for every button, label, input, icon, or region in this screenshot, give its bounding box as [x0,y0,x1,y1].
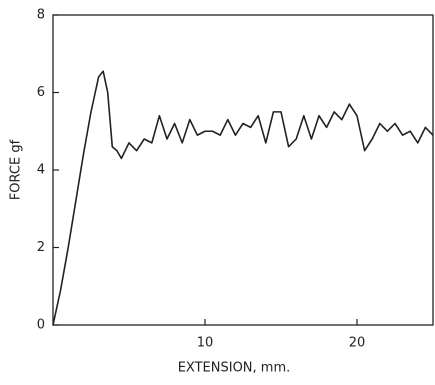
plot-frame [52,14,434,326]
x-axis-label: EXTENSION, mm. [178,361,291,376]
y-tick-label: 8 [37,8,45,23]
data-line [52,70,434,326]
y-tick-label: 0 [37,318,45,333]
y-tick-label: 6 [37,85,45,100]
y-tick-label: 4 [37,163,45,178]
x-tick-label: 10 [197,336,214,351]
y-tick-label: 2 [37,240,45,255]
y-axis-label: FORCE gf [9,139,24,200]
x-tick-label: 20 [349,336,366,351]
